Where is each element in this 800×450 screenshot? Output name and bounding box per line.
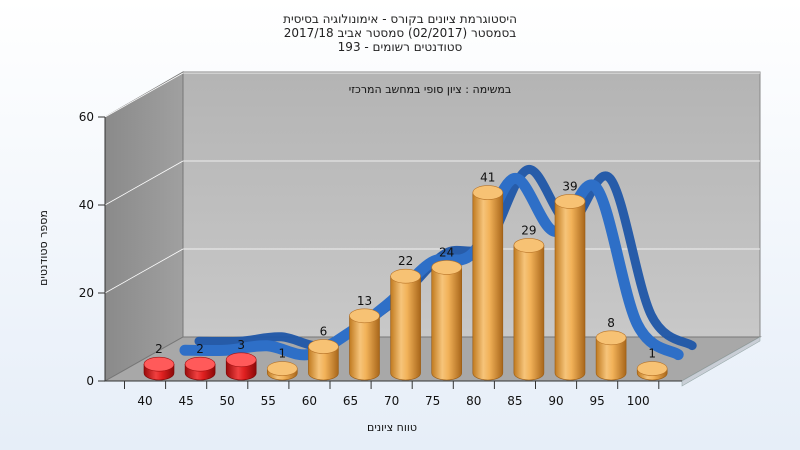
bar-value-label: 6 [320, 325, 328, 339]
bar: 22 [390, 254, 421, 381]
bar-top [513, 238, 545, 253]
bar-value-label: 1 [278, 347, 286, 361]
bar: 24 [431, 245, 463, 381]
bar: 6 [308, 325, 339, 381]
bar-top [472, 185, 504, 200]
bar-top [349, 308, 380, 324]
bar-value-label: 3 [237, 338, 245, 352]
y-axis-label: מספר סטודנטים [37, 210, 50, 286]
x-tick-label: 65 [343, 394, 358, 408]
x-tick-label: 40 [137, 394, 152, 408]
chart-title-line-3: 193 - סטודנטים רשומים [337, 40, 463, 54]
x-tick-label: 80 [466, 394, 481, 408]
back-wall [182, 71, 761, 338]
x-axis-label: טווח ציונים [367, 421, 417, 434]
bar-value-label: 8 [607, 316, 615, 330]
bar-top [636, 361, 668, 376]
bar: 1 [266, 347, 298, 381]
bar-top [308, 339, 339, 354]
grid-line-left [104, 160, 184, 206]
distribution-curve [179, 165, 697, 361]
bar-body [431, 267, 462, 381]
bar: 8 [595, 316, 627, 381]
bar-top [184, 356, 216, 372]
x-tick-label: 90 [548, 394, 563, 408]
bar-value-label: 1 [648, 347, 656, 361]
bar-value-label: 29 [521, 223, 536, 237]
y-tick-label: 60 [79, 110, 94, 124]
bar: 2 [143, 342, 175, 381]
bar-body [554, 201, 586, 381]
bar: 3 [225, 338, 257, 381]
bar: 1 [636, 347, 668, 381]
x-tick-label: 55 [261, 394, 276, 408]
bar-top [266, 361, 298, 376]
x-tick-label: 75 [425, 394, 440, 408]
bar-value-label: 39 [562, 179, 577, 193]
bar-body [595, 337, 627, 381]
bar-body [513, 245, 545, 381]
bar-body [308, 346, 339, 381]
chart-annotation: במשימה : ציון סופי במחשב המרכזי [349, 83, 512, 96]
bar-value-label: 2 [196, 342, 204, 356]
bar-value-label: 13 [357, 294, 372, 308]
bar-body [472, 192, 504, 381]
x-tick-label: 45 [178, 394, 193, 408]
grid-line-left [104, 72, 184, 118]
bar-top [225, 352, 257, 368]
bar-value-label: 2 [155, 342, 163, 356]
bar-value-label: 22 [398, 254, 413, 268]
bar-body [390, 275, 421, 381]
floor-edge [681, 336, 761, 387]
x-tick-label: 60 [302, 394, 317, 408]
bar: 41 [472, 171, 504, 381]
chart-title-line-1: היסטוגרמת ציונים בקורס - אימונולוגיה בסי… [283, 12, 517, 26]
axes: 0 20 40 60 40 45 50 55 60 65 70 75 80 85 90 95 100 [79, 110, 682, 408]
left-wall [104, 71, 184, 382]
chart-title-line-2: בסמסטר (02/2017) סמסטר אביב 2017/18 [283, 26, 517, 40]
bar: 39 [554, 179, 586, 381]
x-tick-label: 100 [627, 394, 650, 408]
y-tick-label: 0 [86, 374, 94, 388]
x-tick-label: 50 [220, 394, 235, 408]
bar-top [390, 268, 421, 284]
bar-top [431, 260, 463, 275]
y-tick-label: 20 [79, 286, 94, 300]
bar: 2 [184, 342, 216, 381]
bar-value-label: 41 [480, 171, 495, 185]
bar-top [595, 330, 627, 346]
bar: 13 [349, 294, 380, 381]
grid-line-left [104, 248, 184, 294]
bar-top [143, 356, 175, 372]
x-tick-label: 70 [384, 394, 399, 408]
x-tick-label: 85 [507, 394, 522, 408]
bar-top [554, 194, 586, 209]
bar-body [349, 315, 380, 381]
curve-ribbon-front [179, 173, 684, 361]
bar-value-label: 24 [439, 245, 454, 259]
x-tick-label: 95 [589, 394, 604, 408]
y-tick-label: 40 [79, 198, 94, 212]
bar: 29 [513, 223, 545, 381]
